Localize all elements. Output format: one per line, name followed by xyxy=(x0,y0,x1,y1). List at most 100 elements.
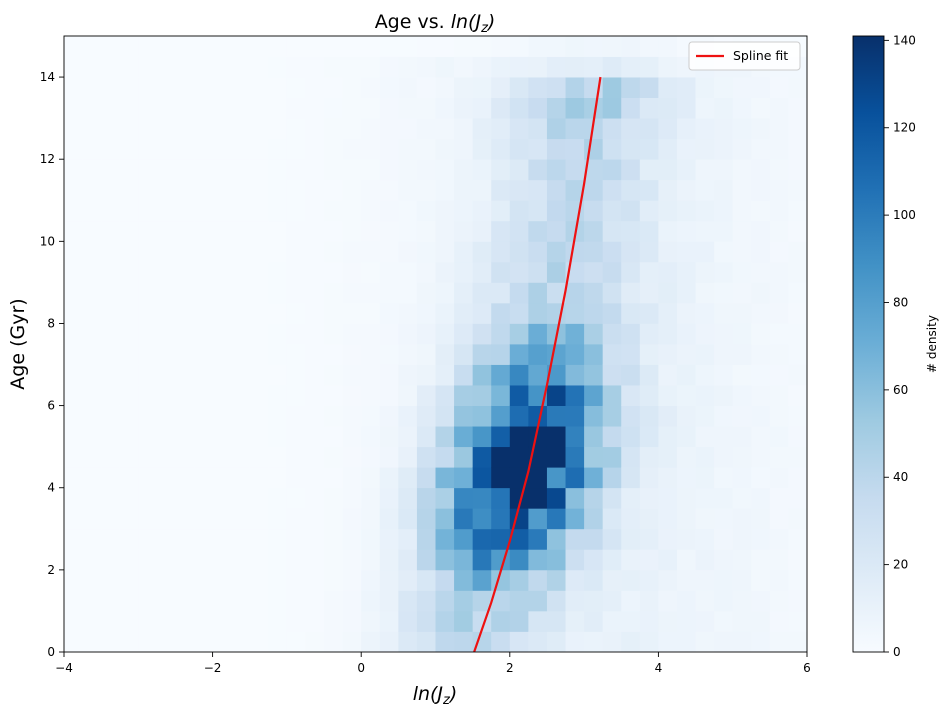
heatmap-cell xyxy=(398,302,418,324)
heatmap-cell xyxy=(416,200,436,222)
heatmap-cell xyxy=(398,200,418,222)
heatmap-cell xyxy=(676,118,696,140)
heatmap-cell xyxy=(732,364,752,386)
heatmap-cell xyxy=(212,405,232,427)
heatmap-cell xyxy=(231,610,251,632)
heatmap-cell xyxy=(751,569,771,591)
heatmap-cell xyxy=(621,179,641,201)
heatmap-cell xyxy=(695,77,715,98)
heatmap-cell xyxy=(454,467,474,489)
heatmap-cell xyxy=(324,200,344,222)
heatmap-cell xyxy=(435,302,455,324)
heatmap-cell xyxy=(732,590,752,612)
heatmap-cell xyxy=(565,159,585,181)
heatmap-cell xyxy=(82,405,102,427)
colorbar-tick-label: 80 xyxy=(893,295,908,309)
heatmap-cell xyxy=(528,179,548,201)
heatmap-cell xyxy=(138,56,158,78)
heatmap-cell xyxy=(546,200,566,222)
heatmap-cell xyxy=(472,549,492,571)
heatmap-cell xyxy=(249,344,269,365)
heatmap-cell xyxy=(751,590,771,612)
heatmap-cell xyxy=(769,344,789,365)
heatmap-cell xyxy=(64,179,83,201)
heatmap-cell xyxy=(64,467,83,489)
heatmap-cell xyxy=(212,446,232,468)
heatmap-cell xyxy=(231,200,251,222)
heatmap-cell xyxy=(64,590,83,612)
colorbar-tick-label: 100 xyxy=(893,208,916,222)
heatmap-cell xyxy=(546,138,566,160)
heatmap-cell xyxy=(769,138,789,160)
heatmap-cell xyxy=(268,282,288,304)
heatmap-cell xyxy=(342,200,362,222)
heatmap-cell xyxy=(435,282,455,304)
heatmap-cell xyxy=(546,426,566,448)
heatmap-cell xyxy=(602,323,622,345)
heatmap-cell xyxy=(732,159,752,181)
heatmap-cell xyxy=(212,159,232,181)
heatmap-cell xyxy=(398,426,418,448)
heatmap-cell xyxy=(82,77,102,98)
heatmap-cell xyxy=(621,302,641,324)
heatmap-cell xyxy=(639,446,659,468)
heatmap-cell xyxy=(491,261,511,283)
heatmap-cell xyxy=(82,344,102,365)
heatmap-cell xyxy=(398,569,418,591)
heatmap-cell xyxy=(249,569,269,591)
heatmap-cell xyxy=(324,590,344,612)
heatmap-cell xyxy=(101,528,121,550)
heatmap-cell xyxy=(305,323,325,345)
heatmap-cell xyxy=(64,528,83,550)
y-tick-label: 8 xyxy=(47,316,55,330)
heatmap-cell xyxy=(175,344,195,365)
heatmap-cell xyxy=(435,344,455,365)
heatmap-cell xyxy=(769,446,789,468)
heatmap-cell xyxy=(732,261,752,283)
heatmap-cell xyxy=(156,508,176,530)
heatmap-cell xyxy=(528,508,548,530)
heatmap-cell xyxy=(769,323,789,345)
heatmap-cell xyxy=(156,487,176,509)
heatmap-cell xyxy=(175,200,195,222)
heatmap-cell xyxy=(64,241,83,263)
heatmap-cell xyxy=(509,261,529,283)
heatmap-cell xyxy=(472,77,492,98)
heatmap-cell xyxy=(342,405,362,427)
heatmap-cell xyxy=(528,159,548,181)
heatmap-cell xyxy=(584,385,604,406)
heatmap-cell xyxy=(138,159,158,181)
heatmap-cell xyxy=(119,508,139,530)
heatmap-cell xyxy=(101,118,121,140)
heatmap-cell xyxy=(212,97,232,119)
heatmap-cell xyxy=(82,200,102,222)
heatmap-cell xyxy=(602,590,622,612)
heatmap-cell xyxy=(286,159,306,181)
heatmap-cell xyxy=(435,323,455,345)
heatmap-cell xyxy=(454,426,474,448)
heatmap-cell xyxy=(769,405,789,427)
heatmap-cell xyxy=(416,138,436,160)
heatmap-cell xyxy=(305,179,325,201)
heatmap-cell xyxy=(639,56,659,78)
heatmap-cell xyxy=(101,590,121,612)
spline-fit-line xyxy=(473,76,602,652)
heatmap-cell xyxy=(639,220,659,242)
heatmap-cell xyxy=(565,323,585,345)
heatmap-cell xyxy=(212,631,232,652)
heatmap-cell xyxy=(416,364,436,386)
heatmap-cell xyxy=(695,528,715,550)
heatmap-cell xyxy=(565,36,585,57)
heatmap-cell xyxy=(82,36,102,57)
heatmap-cell xyxy=(305,426,325,448)
heatmap-cell xyxy=(676,302,696,324)
colorbar-tick-label: 60 xyxy=(893,383,908,397)
heatmap-cell xyxy=(676,282,696,304)
heatmap-cell xyxy=(639,97,659,119)
heatmap-cell xyxy=(175,385,195,406)
heatmap-cell xyxy=(379,97,399,119)
heatmap-cell xyxy=(472,364,492,386)
heatmap-cell xyxy=(751,385,771,406)
heatmap-cell xyxy=(584,426,604,448)
heatmap-cell xyxy=(491,159,511,181)
